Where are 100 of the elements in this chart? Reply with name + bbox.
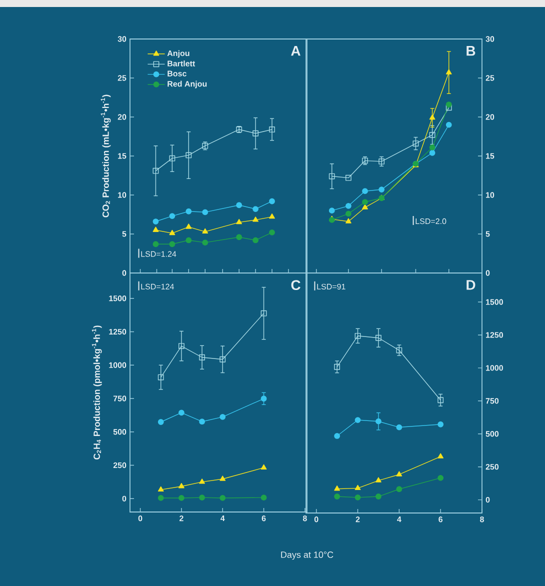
x-tick-label: 0 [314,516,318,522]
y-tick-label: 1000 [109,362,126,368]
point [220,476,226,481]
point [446,104,452,111]
point [260,494,267,501]
point [438,397,444,404]
point [152,241,159,248]
point [236,234,242,240]
x-tick-label: 6 [262,516,266,522]
x-tick-label: 2 [180,516,184,522]
point [396,486,402,492]
point [396,424,402,430]
y-tick-label: 0 [122,270,126,276]
y-tick-label: 0 [122,496,126,502]
point [269,229,275,236]
point [429,150,436,156]
point [202,240,208,246]
point [186,152,192,158]
x-tick-label: 8 [302,516,307,522]
point [269,213,275,219]
point [236,202,242,208]
y-tick-label: 1500 [109,296,126,302]
point [354,484,361,490]
x-tick-label: 0 [138,516,142,522]
point [345,218,352,224]
point [269,198,275,204]
point [354,417,361,423]
y-tick-label: 750 [486,398,499,404]
point [429,114,436,120]
point [362,199,368,205]
y-tick-label: 1250 [486,332,503,338]
point [158,419,164,425]
point [152,168,159,174]
y-tick-label: 5 [486,231,490,237]
point [446,122,452,128]
point [376,334,382,341]
point [362,188,368,194]
y-tick-label: 750 [113,396,126,402]
x-tick-label: 6 [438,516,443,522]
x-tick-label: 4 [397,516,402,522]
y-tick-label: 30 [486,36,494,42]
point [334,486,340,491]
point [152,218,159,224]
point [202,228,208,234]
point [412,140,419,146]
y-tick-label: 20 [118,114,126,120]
point [202,209,208,216]
annotation: LSD=124 [141,284,174,290]
point [199,494,205,501]
y-axis-title: CO$_{2}$ Production (mL•kg$^{-1}$•h$^{-1}$) [100,94,111,218]
point [438,474,444,481]
point [328,173,335,180]
point [260,464,267,470]
point [252,206,258,212]
point [438,453,444,458]
chart-title: D [466,280,476,290]
legend-label: Bartlett [168,60,196,66]
point [199,418,205,425]
point [169,213,176,220]
point [446,69,452,74]
y-tick-label: 10 [118,192,126,198]
point [328,208,335,214]
text: C$_{2}$H$_{4}$ Production (pmol•kg$^{-1}$•h$^{-1}$) [92,326,102,460]
point [178,410,184,416]
point [362,204,368,210]
point [438,421,444,428]
point [252,216,258,222]
annotation: LSD=1.24 [141,251,176,257]
point [334,364,340,370]
point [220,495,226,501]
point [169,230,176,236]
point [252,237,258,244]
y-tick-label: 10 [486,192,494,198]
legend-label: Bosc [168,70,186,76]
point [186,237,192,244]
y-tick-label: 250 [113,462,126,468]
point [378,158,385,164]
point [345,174,352,181]
point [376,477,382,482]
point [269,126,275,132]
legend-label: Red Anjou [168,80,207,88]
point [345,202,352,209]
y-tick-label: 30 [118,36,126,42]
point [334,433,340,439]
y-tick-label: 25 [118,75,126,81]
point [252,130,258,136]
point [260,310,267,316]
point [169,155,176,162]
point [354,494,361,500]
y-tick-label: 0 [486,496,490,503]
y-tick-label: 20 [486,114,494,120]
point [158,495,164,501]
y-tick-label: 1000 [486,365,503,371]
chart-title: C [291,280,300,290]
y-tick-label: 15 [118,153,126,159]
y-tick-label: 0 [486,270,490,276]
point [178,495,184,501]
point [396,347,402,354]
point [378,186,385,192]
point [169,241,176,248]
